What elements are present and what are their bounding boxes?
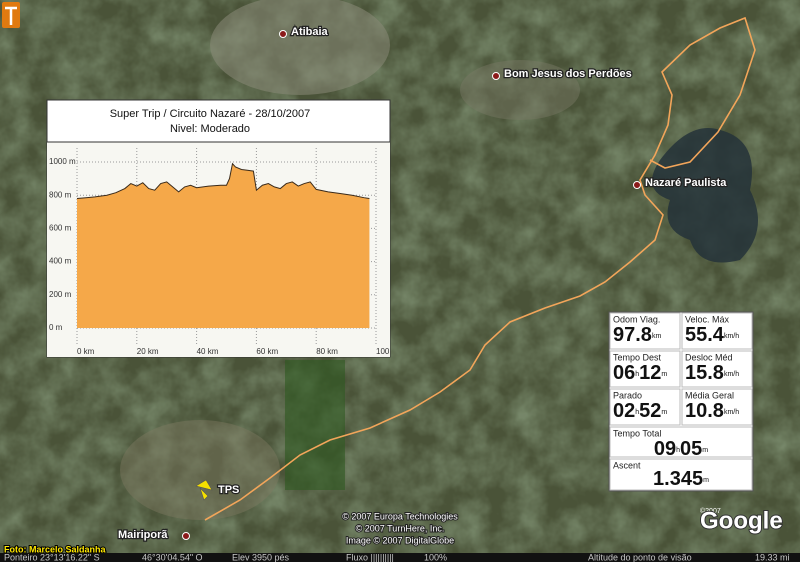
place-marker	[182, 532, 190, 540]
cell-number: 09	[654, 438, 676, 460]
elevation-line	[76, 162, 370, 200]
x-tick-label: 0 km	[77, 347, 95, 356]
panel-cell	[609, 458, 753, 491]
cell-unit: h	[635, 371, 639, 378]
logo-year: ©2007	[700, 507, 721, 515]
site-logo-mark	[5, 6, 17, 25]
urban-area	[120, 420, 280, 520]
cell-number: 97.8	[613, 324, 652, 346]
cell-value: 10.8km/h	[685, 400, 739, 422]
status-pointer: Ponteiro 23°13'16.22" S	[4, 552, 100, 562]
photo-credit: Foto: Marcelo Saldanha	[4, 544, 107, 554]
cell-unit: km/h	[724, 409, 739, 416]
cell-unit: m	[661, 409, 667, 416]
panel-cell	[609, 312, 681, 350]
place-label: Mairiporã	[118, 529, 168, 541]
forest	[285, 360, 345, 490]
panel-cell	[609, 426, 753, 458]
y-tick-label: 0 m	[49, 323, 63, 332]
cell-label: Veloc. Máx	[685, 314, 730, 324]
cell-unit: m	[702, 447, 708, 454]
elevation-area	[77, 163, 370, 328]
x-tick-label: 100	[376, 347, 390, 356]
y-tick-label: 800 m	[49, 190, 72, 199]
urban-area	[210, 0, 390, 95]
cell-value: 55.4km/h	[685, 324, 739, 346]
cell-unit: m	[661, 371, 667, 378]
cell-label: Odom Viag.	[613, 314, 660, 324]
status-eye-alt: 19.33 mi	[755, 552, 790, 562]
cell-unit: h	[635, 409, 639, 416]
cell-number: 55.4	[685, 324, 725, 346]
chart-subtitle: Nivel: Moderado	[170, 123, 250, 135]
panel-cell	[609, 388, 681, 426]
cell-unit: km/h	[724, 333, 739, 340]
status-bar	[0, 553, 800, 562]
cell-label: Tempo Total	[613, 428, 661, 438]
cell-value: 06h12m	[613, 362, 667, 384]
y-tick-label: 200 m	[49, 290, 72, 299]
panel-cell	[609, 350, 681, 388]
x-tick-label: 80 km	[316, 347, 338, 356]
place-label: TPS	[218, 484, 239, 496]
copyright: © 2007 TurnHere, Inc.	[356, 523, 445, 533]
y-tick-label: 400 m	[49, 257, 72, 266]
cell-unit: km	[652, 333, 662, 340]
route	[204, 16, 756, 521]
panel-cell	[681, 350, 753, 388]
cell-label: Parado	[613, 390, 642, 400]
cell-label: Desloc Méd	[685, 352, 733, 362]
chart-title: Super Trip / Circuito Nazaré - 28/10/200…	[110, 108, 311, 120]
cell-value: 15.8km/h	[685, 362, 739, 384]
cell-number: 15.8	[685, 362, 724, 384]
cell-number: 1.345	[653, 468, 703, 490]
cell-number: 10.8	[685, 400, 724, 422]
status-stream: Fluxo ||||||||||	[346, 552, 394, 562]
place-label: Nazaré Paulista	[645, 177, 727, 189]
status-stream-percent: 100%	[424, 552, 447, 562]
elevation-chart: Super Trip / Circuito Nazaré - 28/10/200…	[46, 99, 391, 358]
cell-value: 02h52m	[613, 400, 667, 422]
cell-unit: h	[676, 447, 680, 454]
cell-value: 09h05m	[654, 438, 708, 460]
cell-number: 52	[639, 400, 661, 422]
x-tick-label: 40 km	[197, 347, 219, 356]
x-tick-label: 60 km	[256, 347, 278, 356]
place-marker	[279, 30, 287, 38]
cell-number: 06	[613, 362, 635, 384]
place-marker	[492, 72, 500, 80]
cell-value: 97.8km	[613, 324, 661, 346]
urban-area	[460, 60, 580, 120]
place-label: Bom Jesus dos Perdões	[504, 68, 632, 80]
cell-number: 05	[680, 438, 702, 460]
y-tick-label: 1000 m	[49, 157, 76, 166]
status-elevation: Elev 3950 pés	[232, 552, 290, 562]
place-label: Atibaia	[291, 26, 329, 38]
copyright: © 2007 Europa Technologies	[342, 511, 458, 521]
copyright: Image © 2007 DigitalGlobe	[346, 535, 454, 545]
cell-unit: km/h	[724, 371, 739, 378]
cell-label: Média Geral	[685, 390, 734, 400]
panel-cell	[681, 312, 753, 350]
panel-cell	[681, 388, 753, 426]
pushpin	[195, 479, 213, 501]
cell-unit: m	[703, 477, 709, 484]
status-longitude: 46°30'04.54" O	[142, 552, 203, 562]
place-marker	[633, 181, 641, 189]
reservoir	[652, 128, 758, 263]
cell-label: Tempo Dest	[613, 352, 662, 362]
cell-number: 02	[613, 400, 635, 422]
y-tick-label: 600 m	[49, 224, 72, 233]
cell-value: 1.345m	[653, 468, 709, 490]
cell-number: 12	[639, 362, 661, 384]
x-tick-label: 20 km	[137, 347, 159, 356]
google-logo: Google	[700, 507, 783, 534]
cell-label: Ascent	[613, 460, 641, 470]
status-eye-alt-label: Altitude do ponto de visão	[588, 552, 692, 562]
